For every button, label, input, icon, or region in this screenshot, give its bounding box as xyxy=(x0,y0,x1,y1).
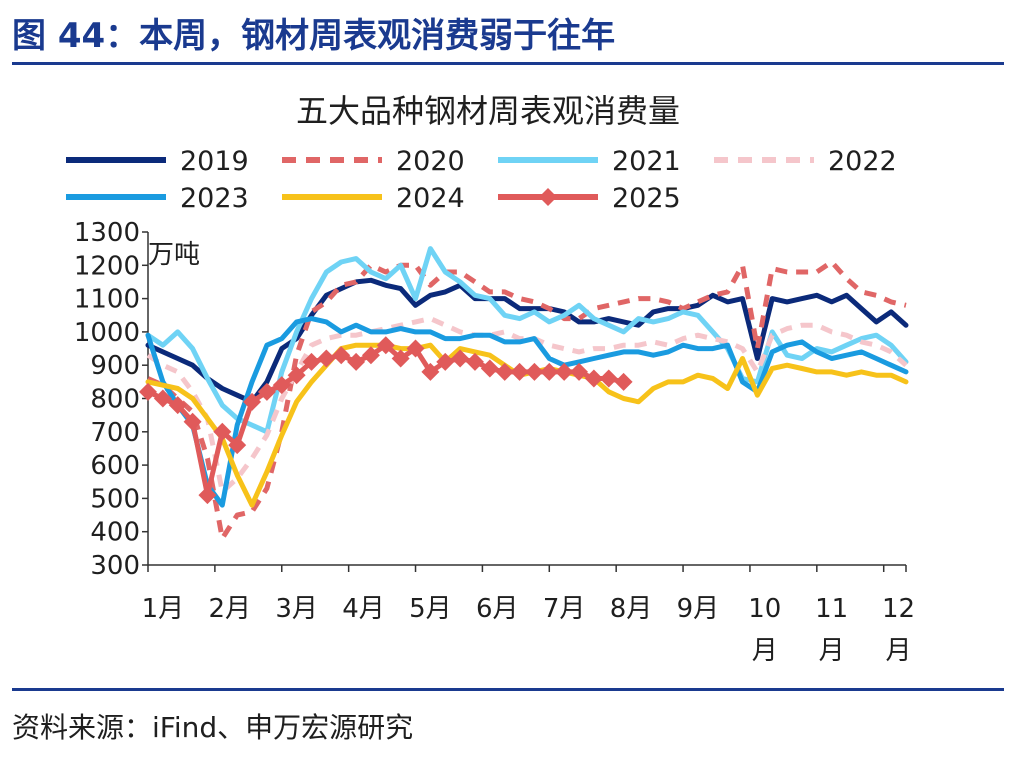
legend-label: 2020 xyxy=(396,146,465,177)
point-2025 xyxy=(347,352,366,371)
point-2025 xyxy=(168,396,187,415)
x-tick-label: 9月 xyxy=(677,594,720,624)
legend-item-2023: 2023 xyxy=(66,183,249,214)
x-tick-label: 1月 xyxy=(142,594,185,624)
y-tick-label: 800 xyxy=(90,385,140,415)
chart-title: 五大品种钢材周表观消费量 xyxy=(296,92,680,130)
point-2025 xyxy=(243,392,262,411)
plot-area xyxy=(139,246,909,541)
point-2025 xyxy=(257,382,276,401)
point-2025 xyxy=(599,369,618,388)
point-2025 xyxy=(272,376,291,395)
y-tick-label: 1000 xyxy=(74,318,140,348)
point-2025 xyxy=(332,346,351,365)
y-tick-label: 1100 xyxy=(74,285,140,315)
legend-marker xyxy=(539,188,557,206)
point-2025 xyxy=(361,346,380,365)
bottom-rule xyxy=(12,688,1004,691)
x-tick-label: 3月 xyxy=(275,594,318,624)
series-line-2020 xyxy=(146,259,907,541)
series-line-2023 xyxy=(145,316,909,508)
source-note: 资料来源：iFind、申万宏源研究 xyxy=(12,711,414,744)
series-line-2019 xyxy=(145,277,909,405)
legend-item-2022: 2022 xyxy=(714,146,897,177)
series-line-2024 xyxy=(145,342,909,508)
x-tick-label: 12 月 xyxy=(882,594,915,666)
legend-label: 2022 xyxy=(828,146,897,177)
y-tick-label: 600 xyxy=(90,451,140,481)
x-tick-label: 10 月 xyxy=(748,594,781,666)
legend-item-2019: 2019 xyxy=(66,146,249,177)
point-2025 xyxy=(213,422,232,441)
point-2025 xyxy=(614,372,633,391)
legend-label: 2019 xyxy=(180,146,249,177)
y-tick-label: 1300 xyxy=(74,218,140,248)
x-tick-label: 4月 xyxy=(342,594,385,624)
point-2025 xyxy=(302,352,321,371)
x-tick-label: 11 月 xyxy=(815,594,848,666)
top-rule xyxy=(12,62,1004,65)
x-tick-label: 7月 xyxy=(543,594,586,624)
legend-item-2021: 2021 xyxy=(498,146,681,177)
point-2025 xyxy=(183,412,202,431)
point-2025 xyxy=(480,359,499,378)
legend-label: 2024 xyxy=(396,183,465,214)
y-tick-label: 1200 xyxy=(74,251,140,281)
point-2025 xyxy=(376,336,395,355)
point-2025 xyxy=(198,486,217,505)
point-2025 xyxy=(287,366,306,385)
point-2025 xyxy=(153,389,172,408)
y-tick-label: 900 xyxy=(90,351,140,381)
unit-label: 万吨 xyxy=(148,240,200,270)
legend-item-2025: 2025 xyxy=(498,183,681,214)
line-chart: 五大品种钢材周表观消费量 2019 2020 2021 2022 2023 2024 202… xyxy=(66,92,915,666)
legend-label: 2021 xyxy=(612,146,681,177)
point-2025 xyxy=(584,369,603,388)
y-tick-label: 400 xyxy=(90,518,140,548)
series-line-2022 xyxy=(146,316,908,495)
series-line-2021 xyxy=(145,246,909,435)
legend-label: 2025 xyxy=(612,183,681,214)
legend: 2019 2020 2021 2022 2023 2024 2025 xyxy=(66,146,897,214)
y-tick-label: 700 xyxy=(90,418,140,448)
point-2025 xyxy=(139,382,157,401)
point-2025 xyxy=(421,362,440,381)
point-2025 xyxy=(451,349,470,368)
point-2025 xyxy=(436,352,455,371)
point-2025 xyxy=(570,362,589,381)
point-2025 xyxy=(406,339,425,358)
point-2025 xyxy=(495,362,514,381)
x-tick-label: 8月 xyxy=(610,594,653,624)
point-2025 xyxy=(317,349,336,368)
x-tick-label: 6月 xyxy=(476,594,519,624)
point-2025 xyxy=(465,352,484,371)
legend-item-2020: 2020 xyxy=(282,146,465,177)
figure-title: 图 44：本周，钢材周表观消费弱于往年 xyxy=(12,16,616,56)
x-axis: 1月 2月 3月 4月 5月 6月 7月 8月 9月 10 月 11 月 12 月 xyxy=(142,564,915,666)
y-tick-label: 500 xyxy=(90,484,140,514)
x-tick-label: 2月 xyxy=(208,594,251,624)
point-2025 xyxy=(540,362,559,381)
point-2025 xyxy=(510,362,529,381)
point-2025 xyxy=(555,362,574,381)
legend-item-2024: 2024 xyxy=(282,183,465,214)
point-2025 xyxy=(391,349,410,368)
y-tick-label: 300 xyxy=(90,551,140,581)
x-tick-label: 5月 xyxy=(409,594,452,624)
legend-label: 2023 xyxy=(180,183,249,214)
point-2025 xyxy=(525,362,544,381)
point-2025 xyxy=(228,436,247,455)
